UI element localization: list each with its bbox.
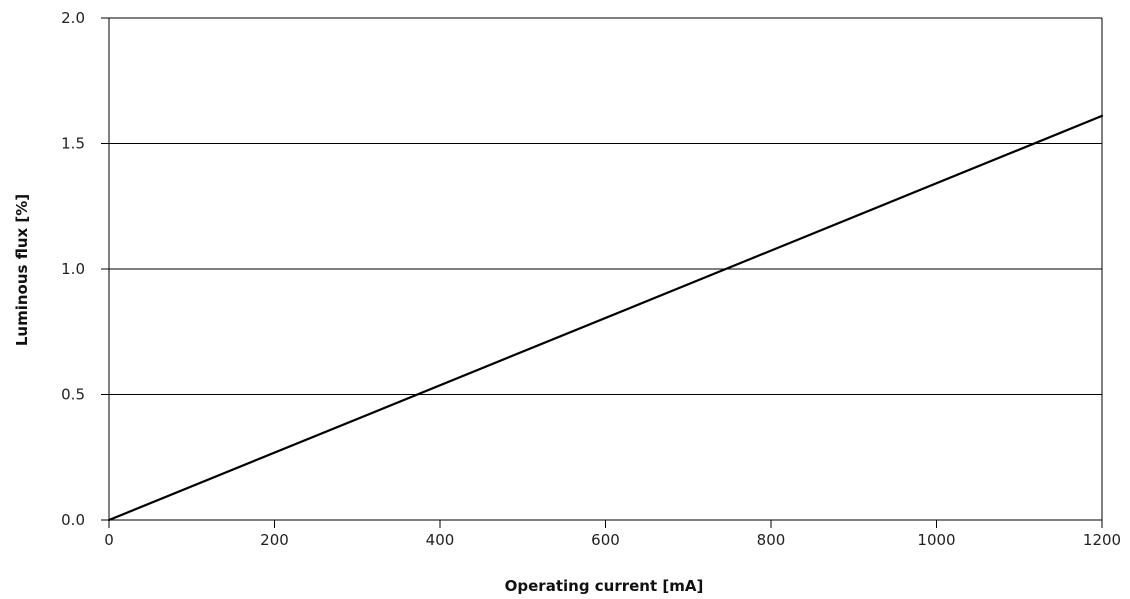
x-tick-label: 1000 xyxy=(917,531,955,549)
y-tick-label: 2.0 xyxy=(61,9,85,27)
y-tick-label: 0.0 xyxy=(61,511,85,529)
y-axis-ticks: 0.0 0.5 1.0 1.5 2.0 xyxy=(61,9,109,529)
x-axis-title: Operating current [mA] xyxy=(505,577,704,595)
y-tick-label: 0.5 xyxy=(61,386,85,404)
x-tick-label: 200 xyxy=(260,531,289,549)
y-tick-label: 1.5 xyxy=(61,135,85,153)
x-axis-ticks: 0 200 400 600 800 1000 1200 xyxy=(104,520,1121,549)
gridlines xyxy=(109,17,1102,395)
series-line xyxy=(107,114,1104,522)
series-layer xyxy=(107,114,1104,522)
y-axis-title: Luminous flux [%] xyxy=(13,194,31,346)
x-tick-label: 0 xyxy=(104,531,114,549)
x-tick-label: 800 xyxy=(757,531,786,549)
x-tick-label: 600 xyxy=(591,531,620,549)
x-tick-label: 1200 xyxy=(1083,531,1121,549)
y-tick-label: 1.0 xyxy=(61,260,85,278)
x-tick-label: 400 xyxy=(426,531,455,549)
